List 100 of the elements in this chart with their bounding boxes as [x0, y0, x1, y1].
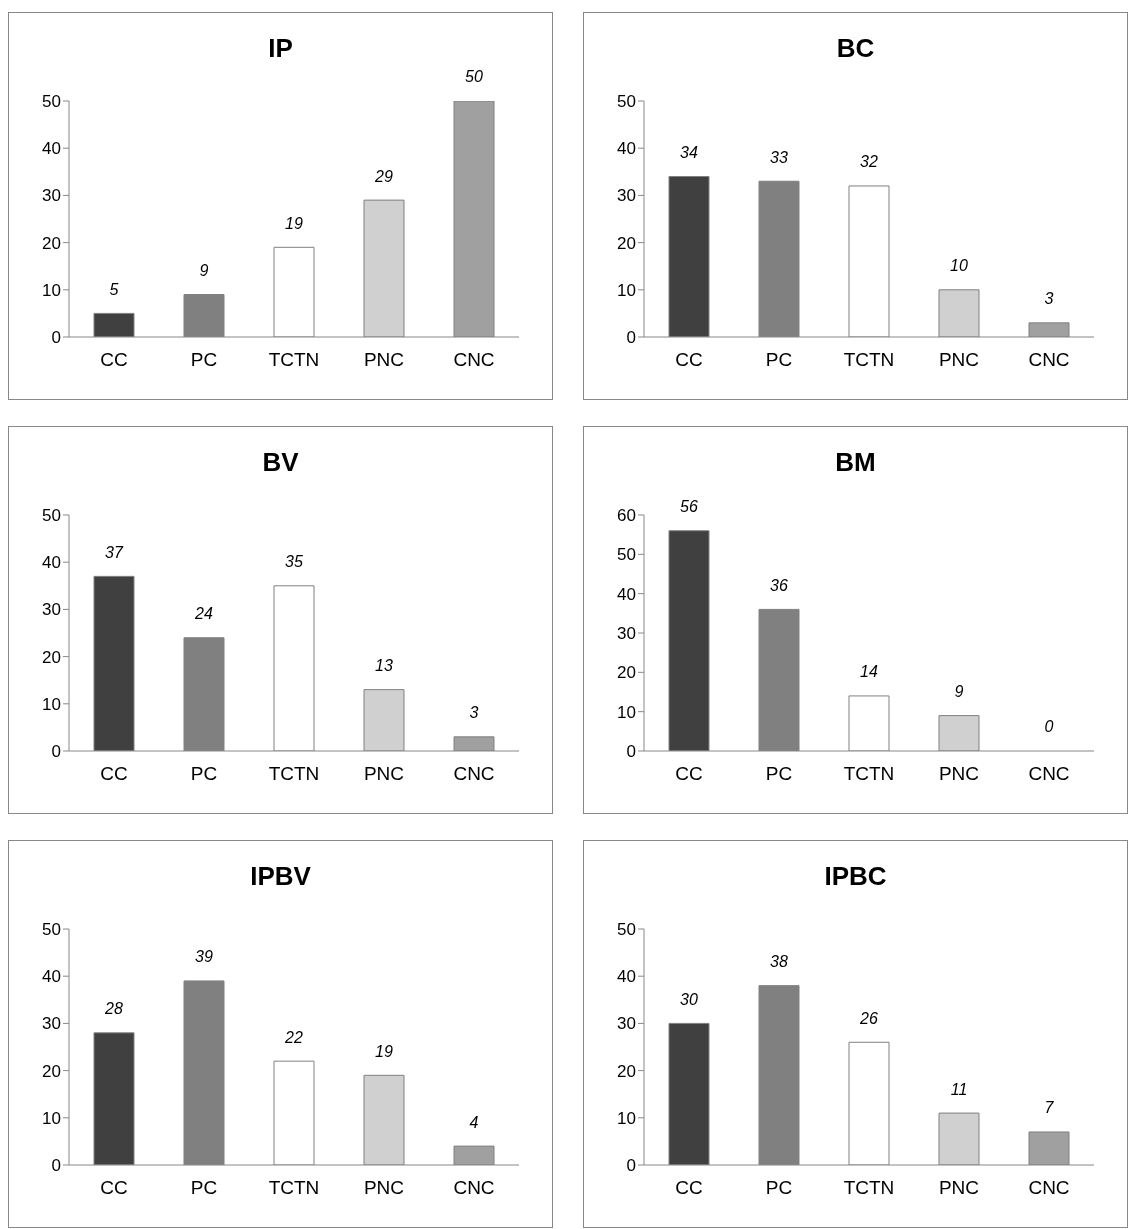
x-tick-label: PNC [363, 349, 405, 371]
data-label: 56 [680, 498, 698, 516]
y-tick-label: 0 [51, 328, 61, 348]
y-tick-label: 10 [617, 702, 636, 722]
y-tick-label: 30 [42, 186, 61, 206]
y-tick-label: 20 [617, 663, 636, 683]
data-label: 39 [195, 948, 213, 966]
data-label: 9 [954, 683, 964, 701]
x-tick-label: CNC [453, 1177, 495, 1199]
y-tick-label: 50 [617, 545, 636, 565]
x-tick-label: PNC [363, 763, 405, 785]
x-tick-label: CC [100, 349, 128, 371]
data-label: 0 [1044, 718, 1054, 736]
chart-title: BM [834, 447, 877, 479]
y-tick-label: 40 [617, 967, 636, 987]
x-tick-label: PNC [363, 1177, 405, 1199]
y-tick-label: 40 [42, 553, 61, 573]
data-label: 30 [680, 990, 698, 1008]
data-label: 10 [950, 257, 968, 275]
y-tick-label: 50 [42, 92, 61, 112]
data-label: 26 [859, 1009, 878, 1027]
y-tick-label: 10 [617, 280, 636, 300]
x-tick-label: CNC [1028, 349, 1070, 371]
data-label: 9 [199, 262, 209, 280]
y-tick-label: 0 [626, 1156, 636, 1176]
x-tick-label: CC [675, 1177, 703, 1199]
y-tick-label: 20 [42, 647, 61, 667]
x-tick-label: PNC [938, 763, 980, 785]
data-label: 3 [469, 704, 479, 722]
data-label: 36 [770, 576, 788, 594]
data-label: 19 [375, 1042, 393, 1060]
x-tick-label: CNC [1028, 1177, 1070, 1199]
x-tick-label: CC [675, 763, 703, 785]
y-tick-label: 50 [617, 920, 636, 940]
y-tick-label: 50 [617, 92, 636, 112]
y-tick-label: 0 [626, 742, 636, 762]
x-tick-label: TCTN [268, 1177, 320, 1199]
data-label: 29 [374, 167, 393, 185]
y-tick-label: 40 [617, 139, 636, 159]
x-tick-label: PC [190, 349, 218, 371]
chart-title: IP [267, 33, 294, 65]
y-tick-label: 0 [51, 1156, 61, 1176]
data-label: 24 [194, 605, 213, 623]
data-label: 34 [680, 144, 698, 162]
x-tick-label: PC [190, 1177, 218, 1199]
y-tick-label: 10 [42, 280, 61, 300]
x-tick-label: PNC [938, 1177, 980, 1199]
data-label: 32 [860, 153, 878, 171]
y-tick-label: 50 [42, 920, 61, 940]
y-tick-label: 50 [42, 506, 61, 526]
y-tick-label: 30 [617, 186, 636, 206]
data-label: 11 [950, 1080, 968, 1098]
x-tick-label: CNC [453, 349, 495, 371]
x-tick-label: PC [765, 763, 793, 785]
y-tick-label: 30 [42, 600, 61, 620]
y-tick-label: 10 [617, 1108, 636, 1128]
x-tick-label: TCTN [268, 349, 320, 371]
y-tick-label: 20 [617, 1061, 636, 1081]
x-tick-label: TCTN [843, 1177, 895, 1199]
y-tick-label: 20 [42, 1061, 61, 1081]
x-tick-label: CC [100, 763, 128, 785]
data-label: 19 [285, 214, 303, 232]
x-tick-label: CC [100, 1177, 128, 1199]
y-tick-label: 30 [42, 1014, 61, 1034]
y-tick-label: 30 [617, 624, 636, 644]
data-label: 50 [465, 68, 483, 86]
x-tick-label: TCTN [843, 763, 895, 785]
x-tick-label: PC [190, 763, 218, 785]
x-tick-label: TCTN [268, 763, 320, 785]
y-tick-label: 20 [42, 233, 61, 253]
data-label: 35 [285, 553, 303, 571]
data-label: 3 [1044, 290, 1054, 308]
data-label: 28 [104, 1000, 123, 1018]
y-tick-label: 20 [617, 233, 636, 253]
data-label: 33 [770, 148, 788, 166]
x-tick-label: CC [675, 349, 703, 371]
y-tick-label: 40 [617, 584, 636, 604]
data-label: 5 [109, 280, 119, 298]
data-label: 4 [469, 1113, 479, 1131]
y-tick-label: 10 [42, 694, 61, 714]
x-tick-label: CNC [453, 763, 495, 785]
data-label: 37 [105, 543, 124, 561]
data-label: 38 [770, 953, 788, 971]
x-tick-label: PC [765, 349, 793, 371]
y-tick-label: 40 [42, 139, 61, 159]
x-tick-label: TCTN [843, 349, 895, 371]
y-tick-label: 10 [42, 1108, 61, 1128]
y-tick-label: 30 [617, 1014, 636, 1034]
x-tick-label: PNC [938, 349, 980, 371]
chart-title: IPBC [823, 861, 888, 893]
data-label: 13 [375, 657, 393, 675]
data-label: 14 [860, 663, 878, 681]
data-label: 7 [1044, 1099, 1055, 1117]
y-tick-label: 60 [617, 506, 636, 526]
x-tick-label: PC [765, 1177, 793, 1199]
x-tick-label: CNC [1028, 763, 1070, 785]
y-tick-label: 40 [42, 967, 61, 987]
y-tick-label: 0 [51, 742, 61, 762]
chart-title: IPBV [249, 861, 312, 893]
y-tick-label: 0 [626, 328, 636, 348]
